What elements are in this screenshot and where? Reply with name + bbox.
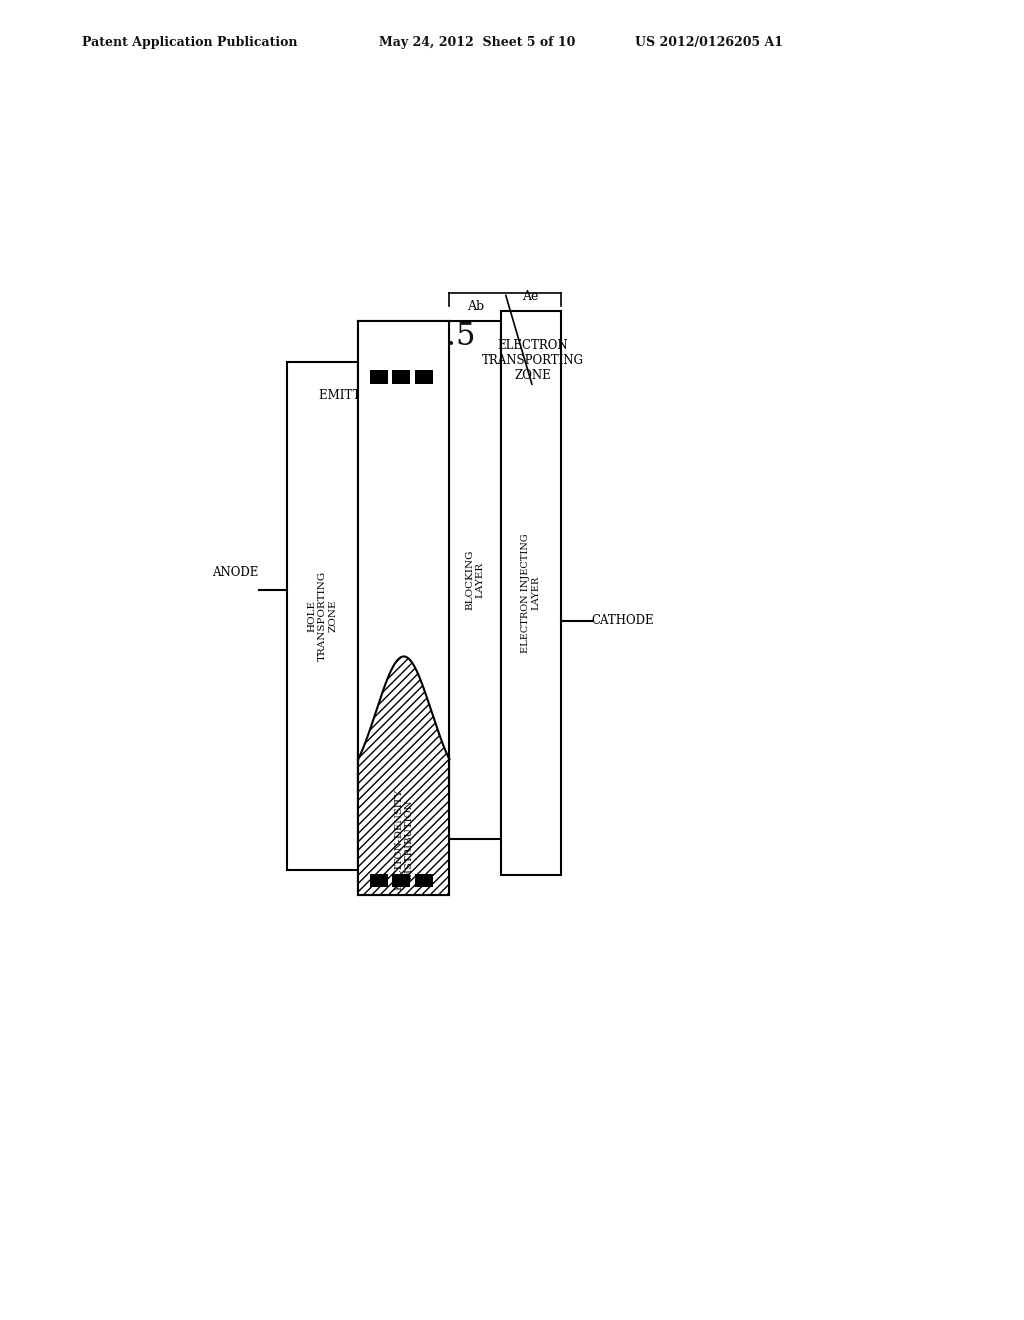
Text: Ab: Ab [467,300,483,313]
Text: Ah: Ah [391,321,409,333]
Text: US 2012/0126205 A1: US 2012/0126205 A1 [635,36,783,49]
Polygon shape [358,321,450,759]
Bar [370,371,387,384]
Bar [392,371,410,384]
Text: BLOCKING
LAYER: BLOCKING LAYER [466,550,485,610]
Bar [370,874,387,887]
Text: May 24, 2012  Sheet 5 of 10: May 24, 2012 Sheet 5 of 10 [379,36,575,49]
Text: EMITTING LAYER: EMITTING LAYER [318,389,429,403]
Text: EXCITON-DENSITY
DISTRIBUTION: EXCITON-DENSITY DISTRIBUTION [394,789,414,890]
Bar [358,321,450,895]
Text: HOLE
TRANSPORTING
ZONE: HOLE TRANSPORTING ZONE [307,570,337,661]
Text: Ae: Ae [522,289,539,302]
Bar [358,321,450,895]
Bar [358,321,450,895]
Bar [416,371,433,384]
Bar [392,874,410,887]
Text: Patent Application Publication: Patent Application Publication [82,36,297,49]
Text: FIG.5: FIG.5 [391,321,476,351]
Bar [416,874,433,887]
Bar [450,321,501,840]
Text: CATHODE: CATHODE [591,614,653,627]
Text: ELECTRON
TRANSPORTING
ZONE: ELECTRON TRANSPORTING ZONE [481,339,584,381]
Bar [501,310,560,875]
Text: ANODE: ANODE [212,565,258,578]
Bar [287,362,358,870]
Text: Ad: Ad [391,395,409,408]
Text: ELECTRON INJECTING
LAYER: ELECTRON INJECTING LAYER [521,533,541,652]
